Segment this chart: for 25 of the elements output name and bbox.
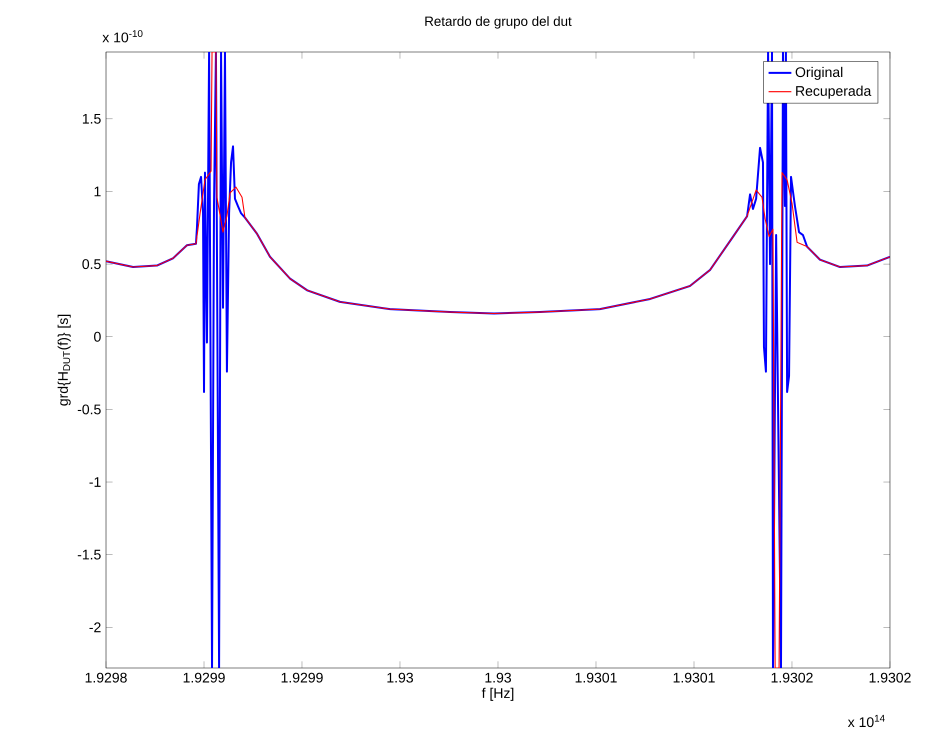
text: x 10$^{14}$ bbox=[848, 714, 885, 728]
x-tick-label: 1.9302 bbox=[772, 672, 813, 683]
x-axis-title: f [Hz] bbox=[482, 688, 514, 701]
x-tick-label: 1.9301 bbox=[674, 672, 715, 683]
x-tick-label: 1.9301 bbox=[576, 672, 617, 683]
y-tick-label: -1.5 bbox=[78, 550, 101, 560]
y-tick-label: 0.5 bbox=[82, 259, 101, 270]
y-tick-label: -0.5 bbox=[78, 404, 101, 414]
legend-label: Recuperada bbox=[796, 86, 872, 99]
x-tick-label: 1.9298 bbox=[86, 672, 127, 683]
y-axis-title: grd{H$_{DUT}$(f)} [s] bbox=[58, 314, 71, 406]
legend-label: Original bbox=[796, 66, 842, 80]
y-tick-label: -1 bbox=[89, 477, 101, 487]
y-tick-label: 1 bbox=[94, 186, 101, 196]
text: x 10$^{-10}$ bbox=[102, 30, 143, 42]
x-tick-label: 1.93 bbox=[485, 672, 512, 683]
chart-title: Retardo de grupo del dut bbox=[425, 16, 572, 29]
x-tick-label: 1.93 bbox=[387, 672, 413, 683]
y-tick-label: -2 bbox=[89, 622, 101, 632]
line-series bbox=[106, 52, 890, 668]
x-tick-label: 1.9299 bbox=[282, 672, 323, 683]
x-tick-label: 1.9299 bbox=[184, 672, 225, 683]
y-tick-label: 1.5 bbox=[82, 114, 101, 124]
y-tick-label: 0 bbox=[94, 332, 101, 342]
x-tick-label: 1.9302 bbox=[870, 672, 911, 683]
